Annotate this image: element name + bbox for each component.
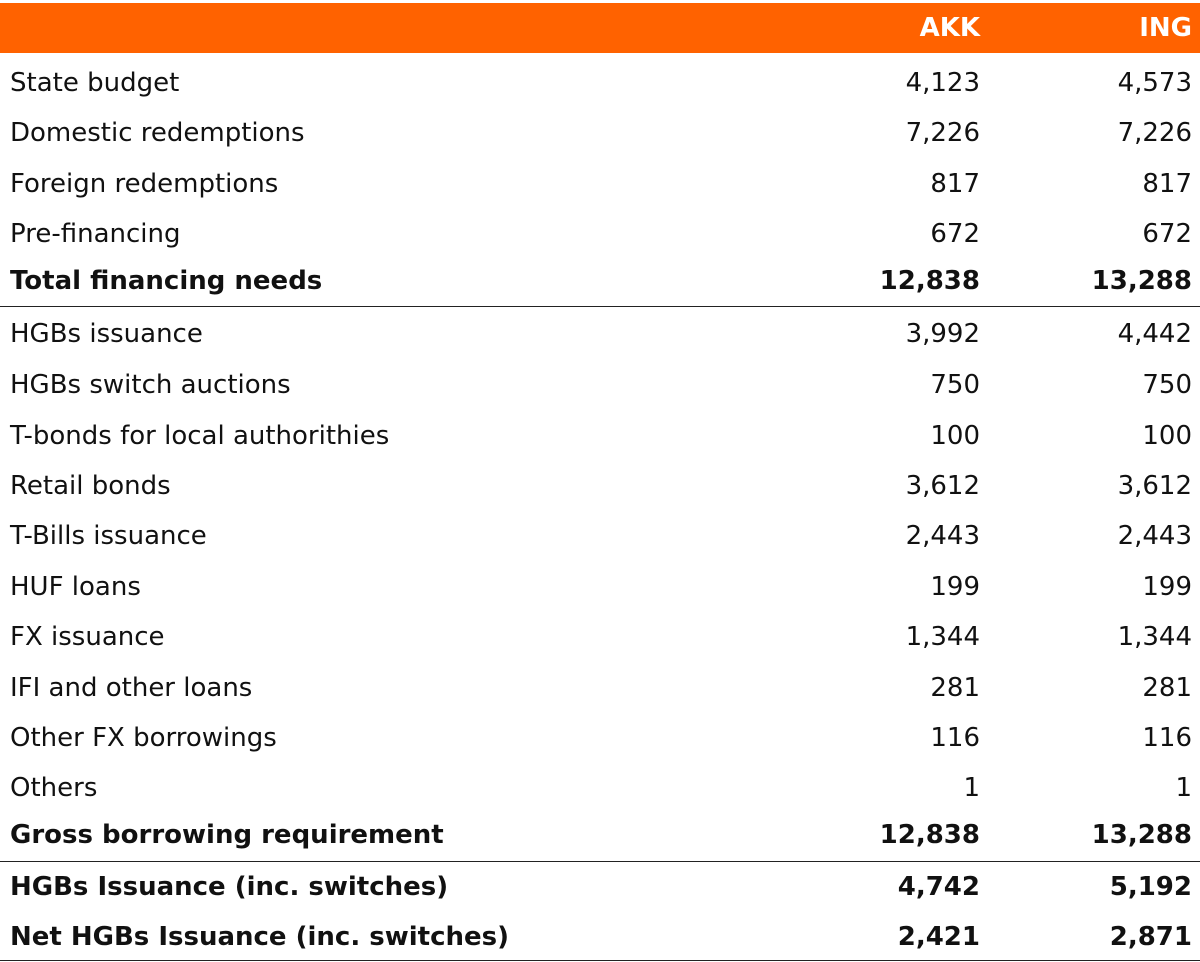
ing-value: 100 bbox=[1142, 421, 1192, 451]
akk-value: 4,123 bbox=[905, 68, 980, 98]
akk-value: 7,226 bbox=[905, 118, 980, 148]
row-label: Gross borrowing requirement bbox=[10, 820, 444, 850]
row-label: Pre-financing bbox=[10, 219, 181, 249]
akk-value: 116 bbox=[930, 723, 980, 753]
akk-value: 199 bbox=[930, 572, 980, 602]
row-label: Retail bonds bbox=[10, 471, 171, 501]
akk-value: 12,838 bbox=[879, 266, 980, 296]
akk-value: 100 bbox=[930, 421, 980, 451]
akk-value: 672 bbox=[930, 219, 980, 249]
ing-value: 199 bbox=[1142, 572, 1192, 602]
row-label: State budget bbox=[10, 68, 180, 98]
akk-value: 12,838 bbox=[879, 820, 980, 850]
akk-value: 4,742 bbox=[897, 872, 980, 902]
ing-value: 2,871 bbox=[1109, 922, 1192, 952]
akk-value: 3,992 bbox=[905, 319, 980, 349]
row-label: Total financing needs bbox=[10, 266, 323, 296]
ing-value: 116 bbox=[1142, 723, 1192, 753]
ing-value: 4,442 bbox=[1117, 319, 1192, 349]
row-label: Other FX borrowings bbox=[10, 723, 277, 753]
row-label: T-bonds for local authorithies bbox=[10, 421, 390, 451]
ing-value: 4,573 bbox=[1117, 68, 1192, 98]
akk-value: 2,443 bbox=[905, 521, 980, 551]
ing-value: 281 bbox=[1142, 673, 1192, 703]
akk-value: 281 bbox=[930, 673, 980, 703]
column-header: ING bbox=[1139, 13, 1192, 43]
akk-value: 817 bbox=[930, 169, 980, 199]
akk-value: 2,421 bbox=[897, 922, 980, 952]
header-bar: AKK ING bbox=[0, 3, 1200, 53]
row-label: FX issuance bbox=[10, 622, 165, 652]
row-label: HGBs Issuance (inc. switches) bbox=[10, 872, 449, 902]
akk-value: 750 bbox=[930, 370, 980, 400]
ing-value: 2,443 bbox=[1117, 521, 1192, 551]
akk-value: 3,612 bbox=[905, 471, 980, 501]
akk-value: 1,344 bbox=[905, 622, 980, 652]
ing-value: 750 bbox=[1142, 370, 1192, 400]
separator bbox=[0, 861, 1200, 862]
ing-value: 7,226 bbox=[1117, 118, 1192, 148]
separator bbox=[0, 960, 1200, 961]
ing-value: 5,192 bbox=[1109, 872, 1192, 902]
ing-value: 817 bbox=[1142, 169, 1192, 199]
ing-value: 1 bbox=[1175, 773, 1192, 803]
row-label: Foreign redemptions bbox=[10, 169, 279, 199]
row-label: IFI and other loans bbox=[10, 673, 253, 703]
row-label: Domestic redemptions bbox=[10, 118, 305, 148]
ing-value: 672 bbox=[1142, 219, 1192, 249]
column-header: AKK bbox=[919, 13, 980, 43]
row-label: Others bbox=[10, 773, 98, 803]
akk-value: 1 bbox=[963, 773, 980, 803]
ing-value: 13,288 bbox=[1091, 266, 1192, 296]
row-label: Net HGBs Issuance (inc. switches) bbox=[10, 922, 510, 952]
separator bbox=[0, 306, 1200, 307]
row-label: HUF loans bbox=[10, 572, 141, 602]
row-label: T-Bills issuance bbox=[10, 521, 207, 551]
ing-value: 3,612 bbox=[1117, 471, 1192, 501]
ing-value: 1,344 bbox=[1117, 622, 1192, 652]
ing-value: 13,288 bbox=[1091, 820, 1192, 850]
row-label: HGBs switch auctions bbox=[10, 370, 291, 400]
row-label: HGBs issuance bbox=[10, 319, 203, 349]
